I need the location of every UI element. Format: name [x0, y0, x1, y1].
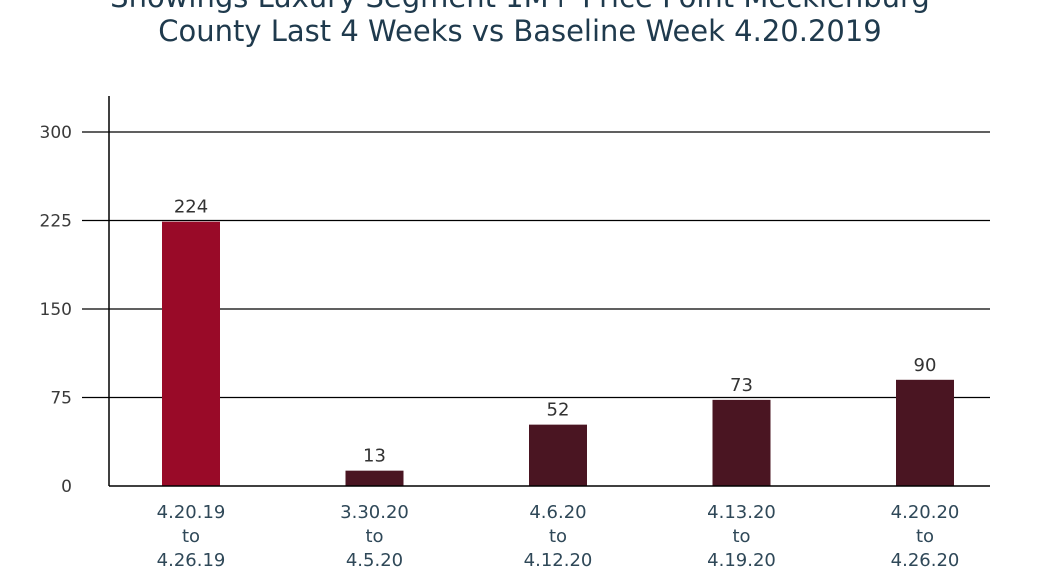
- y-tick-label: 225: [40, 212, 72, 232]
- x-tick-label: 4.26.20: [891, 550, 960, 571]
- x-tick-label: 4.6.20: [529, 502, 586, 523]
- data-label: 90: [914, 355, 937, 376]
- chart-title-line-1: Showings Luxury Segment 1M+ Price Point …: [0, 0, 1040, 15]
- bar-2: [345, 470, 404, 486]
- chart-title-line-2: County Last 4 Weeks vs Baseline Week 4.2…: [158, 14, 882, 48]
- x-tick-label: to: [182, 526, 200, 547]
- x-tick-label: 4.19.20: [707, 550, 776, 571]
- data-label: 73: [730, 375, 753, 396]
- x-tick-label: to: [549, 526, 567, 547]
- bar-3: [529, 424, 587, 486]
- y-tick-label: 150: [40, 300, 72, 320]
- bar-1: [162, 221, 220, 486]
- data-label: 52: [547, 400, 570, 421]
- y-tick-label: 0: [61, 477, 72, 497]
- y-tick-label: 75: [50, 389, 72, 409]
- x-tick-label: 4.13.20: [707, 502, 776, 523]
- x-tick-label: to: [916, 526, 934, 547]
- y-tick-label: 300: [40, 123, 72, 143]
- x-tick-label: 4.20.19: [157, 502, 226, 523]
- x-tick-label: to: [365, 526, 383, 547]
- x-tick-label: 3.30.20: [340, 502, 409, 523]
- x-tick-label: 4.26.19: [157, 550, 226, 571]
- x-tick-label: to: [732, 526, 750, 547]
- data-label: 13: [363, 446, 386, 467]
- x-tick-label: 4.12.20: [524, 550, 593, 571]
- x-tick-label: 4.5.20: [346, 550, 403, 571]
- x-tick-label: 4.20.20: [891, 502, 960, 523]
- bar-5: [896, 379, 954, 486]
- bar-4: [712, 399, 771, 486]
- data-label: 224: [174, 197, 208, 218]
